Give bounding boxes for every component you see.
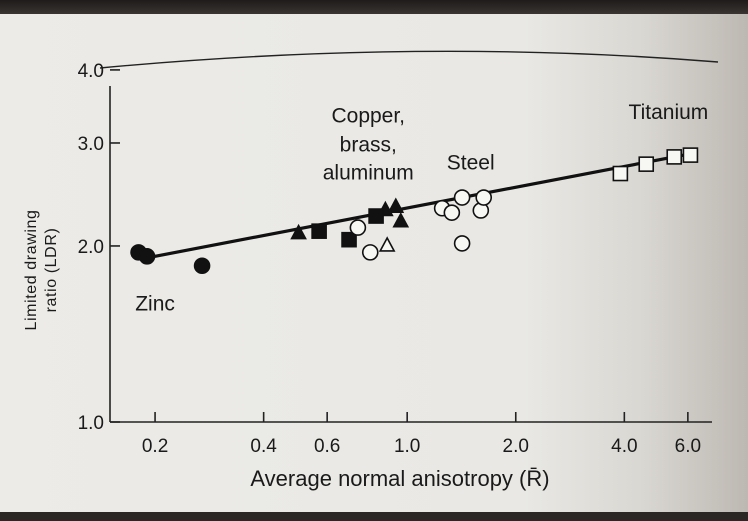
- x-tick-label-1: 0.4: [250, 436, 277, 457]
- open-square-point-0: [612, 165, 629, 182]
- y-axis-label: Limited drawing ratio (LDR): [23, 209, 60, 330]
- plot-frame-top: [99, 50, 719, 69]
- filled-circle-point-2: [193, 257, 211, 275]
- open-circle-point-4: [453, 189, 471, 206]
- x-tick-label-3: 1.0: [394, 436, 420, 457]
- y-tick-label-2: 3.0: [78, 134, 104, 155]
- filled-circle-point-1: [138, 248, 156, 265]
- annotation-0: Zinc: [135, 293, 175, 316]
- photo-top-edge: [0, 0, 748, 14]
- filled-square-point-1: [341, 231, 357, 248]
- open-circle-point-1: [361, 244, 379, 261]
- annotation-1: Copper,: [331, 105, 405, 128]
- annotation-5: Titanium: [629, 101, 709, 124]
- open-circle-point-3: [443, 204, 461, 221]
- open-square-point-2: [666, 149, 683, 165]
- open-circle-point-7: [475, 189, 493, 206]
- x-tick-label-2: 0.6: [314, 436, 340, 457]
- points-layer: [130, 147, 699, 275]
- y-tick-label-3: 4.0: [78, 61, 104, 82]
- annotation-4: Steel: [447, 152, 495, 175]
- y-tick-label-0: 1.0: [78, 413, 104, 434]
- x-tick-label-0: 0.2: [142, 436, 168, 457]
- annotation-3: aluminum: [323, 161, 414, 184]
- y-axis-label-line2: ratio (LDR): [43, 228, 60, 313]
- filled-triangle-point-3: [392, 212, 410, 228]
- x-axis-label: Average normal anisotropy (R̄): [250, 466, 549, 491]
- annotation-2: brass,: [340, 134, 397, 157]
- trend-line: [138, 151, 694, 258]
- open-circle-point-0: [349, 219, 367, 236]
- open-square-point-1: [638, 156, 655, 172]
- open-circle-point-5: [453, 235, 471, 252]
- filled-square-point-2: [368, 208, 384, 224]
- x-tick-label-6: 6.0: [675, 436, 701, 457]
- tick-layer: 0.2 0.4 0.6 1.0 2.0 4.0 6.0 1.0 2.0 3.0 4.0: [78, 61, 701, 457]
- annotation-layer: Zinc Copper, brass, aluminum Steel Titanium: [135, 101, 708, 316]
- filled-triangle-point-2: [387, 197, 405, 213]
- open-square-point-3: [682, 147, 699, 163]
- filled-triangle-point-0: [290, 223, 307, 240]
- x-tick-label-5: 4.0: [611, 436, 637, 457]
- photo-bottom-edge: [0, 512, 748, 521]
- open-triangle-point-0: [378, 236, 396, 252]
- x-tick-label-4: 2.0: [503, 436, 529, 457]
- y-tick-label-1: 2.0: [78, 237, 104, 258]
- filled-square-point-0: [311, 223, 327, 239]
- y-axis-label-line1: Limited drawing: [23, 209, 40, 330]
